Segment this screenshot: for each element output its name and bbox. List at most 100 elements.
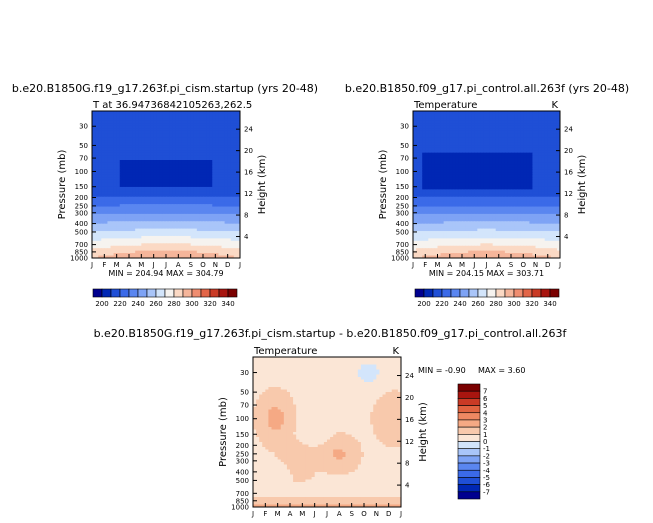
field-cell	[236, 216, 240, 220]
field-cell	[144, 194, 149, 198]
field-cell	[156, 196, 161, 200]
field-cell	[556, 174, 560, 178]
field-cell	[431, 189, 436, 193]
field-cell	[431, 140, 436, 144]
field-cell	[495, 120, 500, 124]
field-cell	[150, 218, 155, 222]
field-cell	[529, 160, 534, 164]
field-cell	[159, 128, 164, 132]
field-cell	[203, 245, 207, 249]
field-cell	[514, 118, 518, 122]
field-cell	[440, 145, 445, 149]
field-cell	[209, 182, 213, 186]
field-cell	[431, 125, 436, 129]
field-cell	[178, 186, 183, 190]
field-cell	[122, 135, 127, 139]
field-cell	[95, 172, 99, 176]
field-cell	[190, 157, 195, 161]
height-tick-label: 24	[244, 126, 253, 134]
field-cell	[129, 186, 133, 190]
field-cell	[221, 123, 226, 127]
field-cell	[449, 211, 454, 215]
field-cell	[212, 228, 216, 232]
field-cell	[203, 115, 207, 119]
field-cell	[425, 201, 429, 205]
field-cell	[462, 137, 466, 141]
field-cell	[178, 160, 183, 164]
field-cell	[178, 123, 183, 127]
field-cell	[209, 113, 213, 117]
field-cell	[455, 167, 460, 171]
field-cell	[95, 211, 99, 215]
field-cell	[98, 133, 102, 137]
field-cell	[230, 155, 235, 159]
field-cell	[218, 125, 223, 129]
field-cell	[483, 206, 488, 210]
field-cell	[113, 184, 118, 188]
field-cell	[437, 113, 442, 117]
field-cell	[101, 118, 105, 122]
field-cell	[209, 211, 213, 215]
field-cell	[190, 128, 195, 132]
field-cell	[175, 228, 179, 232]
field-cell	[492, 111, 497, 115]
field-cell	[101, 182, 105, 186]
field-cell	[135, 204, 139, 208]
field-cell	[209, 111, 213, 115]
field-cell	[138, 255, 142, 258]
field-cell	[504, 204, 509, 208]
field-cell	[212, 130, 216, 134]
field-cell	[196, 184, 201, 188]
field-cell	[236, 223, 240, 227]
field-cell	[138, 199, 142, 203]
field-cell	[203, 211, 207, 215]
field-cell	[492, 162, 497, 166]
field-cell	[209, 120, 213, 124]
field-cell	[162, 123, 167, 127]
field-cell	[486, 169, 491, 173]
field-cell	[98, 199, 102, 203]
field-cell	[227, 152, 232, 156]
field-cell	[125, 226, 130, 230]
field-cell	[224, 206, 229, 210]
field-cell	[440, 123, 445, 127]
field-cell	[507, 194, 512, 198]
field-cell	[541, 120, 546, 124]
field-cell	[175, 120, 179, 124]
field-cell	[153, 238, 158, 242]
field-cell	[107, 211, 112, 215]
field-cell	[440, 186, 445, 190]
field-cell	[422, 182, 426, 186]
field-cell	[95, 248, 99, 252]
field-cell	[203, 128, 207, 132]
field-cell	[132, 204, 136, 208]
field-cell	[236, 155, 240, 159]
field-cell	[468, 164, 472, 168]
field-cell	[547, 189, 552, 193]
field-cell	[416, 120, 420, 124]
field-cell	[95, 253, 99, 257]
field-cell	[465, 206, 469, 210]
field-cell	[95, 216, 99, 220]
field-cell	[132, 128, 136, 132]
field-cell	[203, 191, 207, 195]
field-cell	[169, 189, 173, 193]
field-cell	[218, 147, 223, 151]
field-cell	[203, 231, 207, 235]
field-cell	[153, 211, 158, 215]
field-cell	[221, 218, 226, 222]
field-cell	[422, 201, 426, 205]
field-cell	[523, 120, 527, 124]
field-cell	[553, 152, 558, 156]
field-cell	[221, 231, 226, 235]
field-cell	[501, 140, 506, 144]
field-cell	[471, 189, 475, 193]
field-cell	[535, 169, 540, 173]
field-cell	[236, 164, 240, 168]
field-cell	[196, 130, 201, 134]
field-cell	[181, 150, 186, 154]
field-cell	[187, 233, 192, 237]
field-cell	[215, 123, 220, 127]
field-cell	[431, 142, 436, 146]
field-cell	[541, 128, 546, 132]
